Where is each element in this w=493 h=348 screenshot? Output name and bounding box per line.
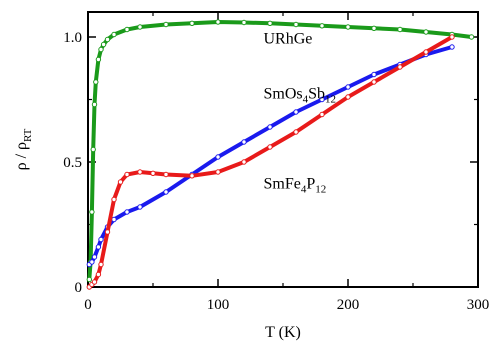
data-point-urhge	[189, 20, 195, 26]
series-label-smos4sb12: SmOs4Sb12	[264, 85, 337, 105]
data-point-smos4sb12	[371, 71, 377, 78]
data-point-urhge	[98, 46, 104, 53]
data-point-smfe4p12	[104, 229, 111, 235]
data-point-urhge	[111, 31, 117, 38]
data-point-urhge	[319, 23, 325, 29]
plot-border	[87, 11, 479, 288]
data-point-urhge	[468, 34, 475, 40]
data-point-smfe4p12	[189, 173, 195, 179]
y-tick-label: 1.0	[63, 30, 82, 46]
data-point-smfe4p12	[449, 34, 455, 40]
plot-frame	[87, 11, 479, 288]
data-point-urhge	[215, 19, 221, 25]
data-point-urhge	[93, 79, 99, 85]
data-point-urhge	[423, 29, 429, 35]
axis-ticks	[87, 12, 479, 288]
axis-tick-labels: 0 100 200 300 0 0.5 1.0	[63, 30, 489, 313]
data-point-urhge	[371, 25, 377, 31]
data-point-smfe4p12	[137, 169, 143, 175]
data-point-smfe4p12	[345, 94, 351, 100]
data-point-smfe4p12	[150, 170, 156, 177]
data-point-urhge	[104, 36, 111, 43]
data-point-smos4sb12	[91, 254, 98, 260]
x-tick-label: 0	[84, 297, 92, 313]
data-point-urhge	[90, 146, 96, 153]
data-point-smfe4p12	[319, 111, 325, 118]
data-point-urhge	[124, 26, 130, 33]
data-point-smfe4p12	[91, 279, 98, 285]
data-point-smfe4p12	[241, 159, 247, 165]
data-point-smos4sb12	[137, 204, 143, 210]
data-point-smfe4p12	[293, 129, 299, 135]
data-point-smfe4p12	[267, 144, 273, 150]
data-point-smos4sb12	[241, 139, 247, 145]
data-point-urhge	[267, 20, 273, 26]
data-point-urhge	[91, 101, 98, 108]
series-line-smos4sb12	[87, 45, 454, 267]
data-point-smfe4p12	[163, 171, 169, 178]
data-point-smos4sb12	[163, 189, 169, 195]
y-tick-label: 0.5	[63, 155, 82, 171]
data-point-urhge	[397, 26, 403, 33]
y-axis-label: ρ / ρRT	[13, 128, 34, 170]
data-point-smfe4p12	[124, 171, 130, 178]
data-point-smos4sb12	[98, 236, 104, 243]
data-point-urhge	[137, 24, 143, 30]
data-point-smos4sb12	[111, 216, 117, 223]
data-point-smfe4p12	[423, 49, 429, 55]
data-point-urhge	[345, 24, 351, 30]
data-point-smfe4p12	[111, 196, 117, 203]
data-point-smfe4p12	[397, 64, 403, 70]
x-tick-label: 300	[467, 297, 490, 313]
data-point-smfe4p12	[215, 169, 221, 175]
data-point-smfe4p12	[371, 79, 377, 85]
data-point-urhge	[86, 276, 93, 283]
data-point-smos4sb12	[449, 44, 455, 50]
series-line-urhge	[87, 20, 474, 282]
data-point-urhge	[95, 56, 102, 63]
y-tick-label: 0	[75, 280, 83, 296]
x-tick-label: 100	[207, 297, 230, 313]
data-point-urhge	[89, 209, 95, 215]
series-layer	[86, 19, 475, 290]
series-labels: URhGe SmOs4Sb12 SmFe4P12	[264, 30, 337, 195]
data-point-smos4sb12	[215, 154, 221, 160]
data-point-urhge	[241, 19, 247, 26]
data-point-urhge	[163, 21, 169, 28]
data-point-smos4sb12	[319, 96, 325, 103]
data-point-smos4sb12	[124, 209, 130, 215]
data-point-smos4sb12	[89, 259, 95, 265]
series-line-smfe4p12	[87, 35, 454, 289]
data-point-smfe4p12	[98, 261, 104, 268]
series-label-smfe4p12: SmFe4P12	[264, 175, 327, 195]
data-point-urhge	[293, 21, 299, 28]
data-point-smos4sb12	[95, 244, 102, 250]
x-tick-label: 200	[337, 297, 360, 313]
x-axis-label: T (K)	[265, 324, 301, 341]
data-point-smfe4p12	[117, 179, 124, 185]
series-label-urhge: URhGe	[264, 30, 313, 47]
data-point-smos4sb12	[293, 109, 299, 115]
data-point-smos4sb12	[267, 124, 273, 130]
data-point-smfe4p12	[95, 271, 102, 278]
data-point-smos4sb12	[345, 84, 351, 90]
data-point-urhge	[100, 41, 107, 48]
